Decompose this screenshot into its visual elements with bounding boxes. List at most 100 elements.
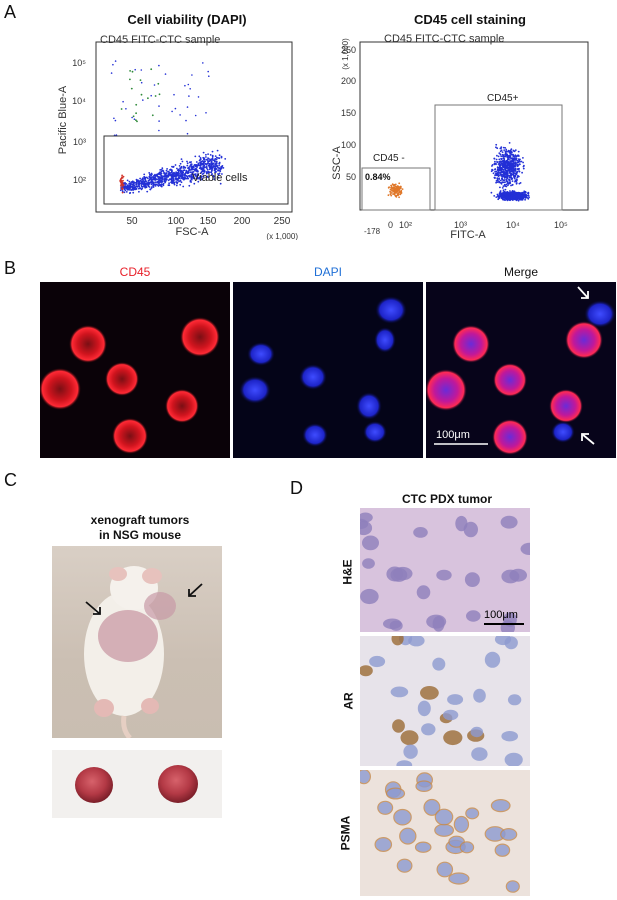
event-dot [511,153,513,156]
event-dot [131,70,134,73]
event-dot [397,185,400,188]
event-dot [390,184,392,187]
event-dot [201,160,204,162]
nucleus [247,342,275,366]
event-dot [498,170,500,172]
event-dot [512,154,515,157]
event-dot [204,166,207,169]
event-dot [504,167,506,170]
event-dot [399,193,402,196]
nucleus [363,421,387,443]
event-dot [515,178,518,181]
nucleus [299,364,327,390]
plot-subtitle: CD45 FITC-CTC sample [100,34,220,46]
event-dot [515,194,518,197]
event-dot [143,173,146,176]
event-dot [513,150,516,153]
event-dot [192,176,195,178]
event-dot [197,174,200,177]
event-dot [511,190,514,192]
event-dot [495,143,498,146]
event-dot [394,195,397,198]
event-dot [499,160,502,163]
event-dot [502,189,505,192]
event-dot [186,177,188,180]
event-dot [175,175,178,177]
event-dot [504,188,507,191]
event-dot [114,119,117,122]
event-dot [164,175,167,178]
event-dot [512,196,515,199]
event-dot [181,174,184,177]
event-dot [512,168,515,171]
event-dot [516,164,518,167]
event-dot [512,149,515,152]
y-tick-label: 150 [341,108,356,118]
event-dot [216,156,218,159]
arrow-icon [581,433,595,445]
event-dot [147,185,150,188]
event-dot [210,170,213,172]
x-tick-label: 10³ [454,220,467,230]
event-dot [140,81,143,84]
event-dot [179,183,182,186]
event-dot [134,186,137,189]
event-dot [499,153,502,156]
event-dot [496,166,499,169]
scale-bar-label: 100μm [436,429,470,441]
event-dot [393,193,396,196]
event-dot [518,196,521,199]
x-tick-label: 50 [126,216,138,227]
event-dot [158,64,160,67]
event-dot [120,177,123,180]
event-dot [122,184,125,186]
event-dot [176,171,178,174]
event-dot [200,178,203,181]
event-dot [499,167,501,170]
event-dot [173,181,176,184]
event-dot [199,163,202,166]
event-dot [510,184,512,187]
y-tick-label: 250 [341,45,356,55]
event-dot [491,169,494,172]
event-dot [159,171,161,174]
event-dot [208,75,210,77]
nucleus [390,686,409,698]
event-dot [502,185,505,188]
event-dot [175,181,178,184]
event-dot [122,100,124,103]
event-dot [120,108,123,110]
event-dot [170,172,173,174]
event-dot [203,158,205,160]
nucleus [396,760,413,766]
event-dot [520,192,523,195]
event-dot [509,159,511,161]
event-dot [517,199,520,202]
event-dot [507,191,510,194]
event-dot [138,181,141,184]
y-tick-label: 10⁴ [72,96,86,106]
event-dot [502,168,504,171]
nucleus [501,731,518,742]
event-dot [218,167,221,170]
event-dot [391,183,394,186]
event-dot [196,170,198,173]
event-dot [210,171,213,174]
event-dot [518,170,521,173]
event-dot [500,155,503,158]
merge-fluorescence-image: 100μm [426,282,616,458]
nucleus [420,686,439,700]
event-dot [499,186,501,189]
nucleus [399,827,417,845]
event-dot [216,165,219,167]
event-dot [205,172,208,175]
event-dot [176,179,179,182]
nucleus [442,709,459,721]
event-dot [505,185,508,188]
event-dot [144,180,147,183]
event-dot [499,147,502,150]
event-dot [506,158,509,161]
nucleus [415,780,433,793]
event-dot [138,185,141,188]
event-dot [503,149,506,151]
